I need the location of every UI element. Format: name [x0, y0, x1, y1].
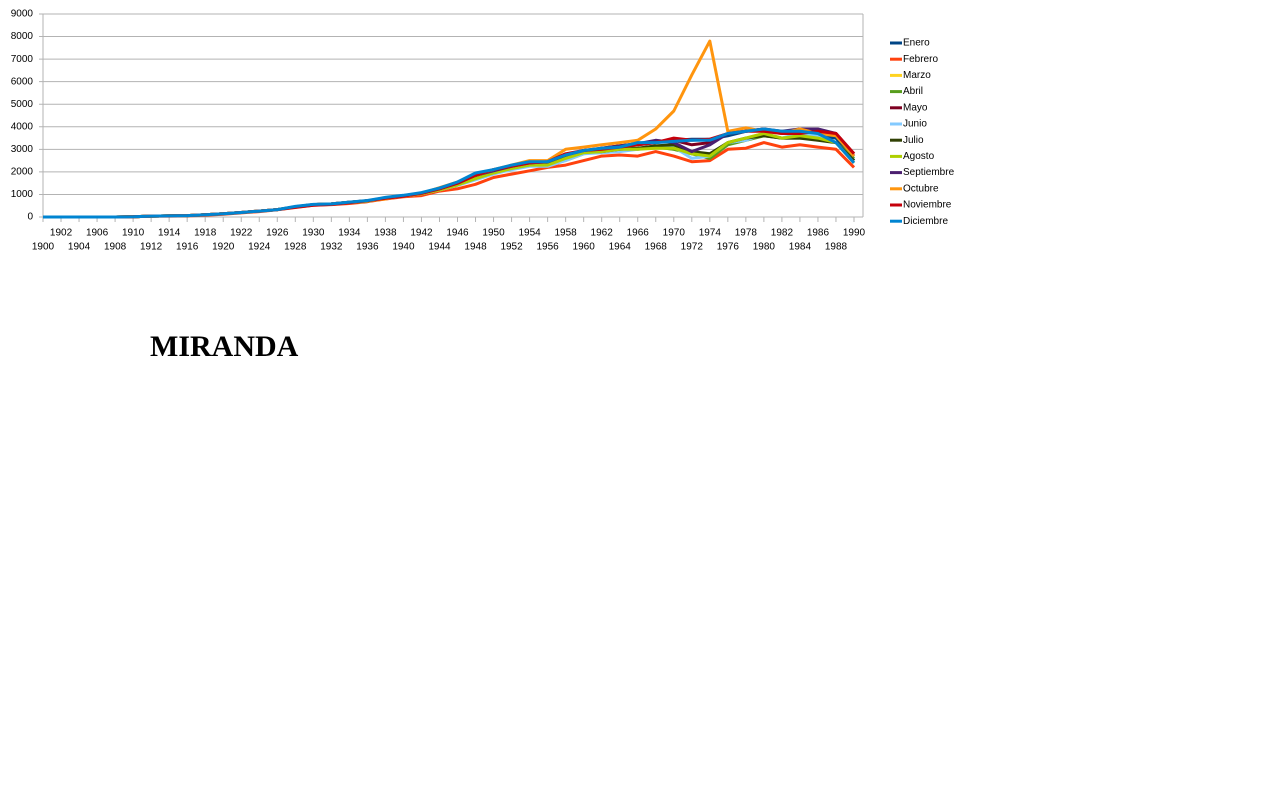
- legend-label: Marzo: [903, 70, 931, 81]
- series-line: [43, 132, 856, 219]
- series-line: [43, 127, 856, 219]
- x-tick-label: 1952: [500, 242, 523, 253]
- y-tick-label: 1000: [11, 189, 34, 200]
- x-tick-label: 1910: [122, 228, 145, 239]
- x-tick-label: 1960: [573, 242, 596, 253]
- x-tick-label: 1970: [663, 228, 686, 239]
- y-tick-label: 4000: [11, 121, 34, 132]
- y-tick-label: 2000: [11, 167, 34, 178]
- x-tick-label: 1934: [338, 228, 361, 239]
- x-tick-label: 1944: [428, 242, 451, 253]
- x-tick-label: 1980: [753, 242, 776, 253]
- x-tick-label: 1924: [248, 242, 271, 253]
- legend-label: Abril: [903, 86, 923, 97]
- x-tick-label: 1936: [356, 242, 379, 253]
- x-tick-label: 1954: [518, 228, 541, 239]
- x-tick-label: 1984: [789, 242, 812, 253]
- x-tick-label: 1914: [158, 228, 181, 239]
- x-tick-label: 1978: [735, 228, 758, 239]
- x-tick-label: 1956: [536, 242, 559, 253]
- x-tick-label: 1922: [230, 228, 253, 239]
- x-tick-label: 1928: [284, 242, 307, 253]
- legend-label: Febrero: [903, 54, 938, 65]
- x-tick-label: 1938: [374, 228, 397, 239]
- series-line: [43, 132, 856, 219]
- y-tick-label: 8000: [11, 31, 34, 42]
- x-tick-label: 1940: [392, 242, 415, 253]
- x-tick-label: 1982: [771, 228, 794, 239]
- legend-label: Junio: [903, 119, 927, 130]
- x-tick-label: 1948: [464, 242, 487, 253]
- x-tick-label: 1950: [482, 228, 505, 239]
- x-tick-label: 1930: [302, 228, 325, 239]
- legend-label: Julio: [903, 135, 924, 146]
- x-tick-label: 1942: [410, 228, 433, 239]
- legend-label: Octubre: [903, 183, 939, 194]
- x-tick-label: 1964: [609, 242, 632, 253]
- x-tick-label: 1912: [140, 242, 163, 253]
- x-tick-label: 1926: [266, 228, 289, 239]
- x-tick-label: 1966: [627, 228, 650, 239]
- y-tick-label: 6000: [11, 76, 34, 87]
- y-tick-label: 0: [27, 212, 33, 223]
- series-line: [43, 132, 856, 219]
- chart: 0 1000 2000 3000 4000 5000 6000 7000 8000 9000 190…: [11, 9, 955, 253]
- x-tick-label: 1908: [104, 242, 127, 253]
- y-tick-label: 3000: [11, 144, 34, 155]
- x-tick-label: 1974: [699, 228, 722, 239]
- x-tick-label: 1904: [68, 242, 91, 253]
- x-tick-label: 1920: [212, 242, 235, 253]
- legend-label: Diciembre: [903, 216, 948, 227]
- x-tick-label: 1900: [32, 242, 55, 253]
- legend-label: Agosto: [903, 151, 935, 162]
- x-tick-label: 1986: [807, 228, 830, 239]
- legend-label: Septiembre: [903, 167, 955, 178]
- x-tick-label: 1968: [645, 242, 668, 253]
- x-tick-label: 1902: [50, 228, 73, 239]
- y-tick-label: 9000: [11, 9, 34, 20]
- x-tick-label: 1906: [86, 228, 109, 239]
- legend-label: Enero: [903, 38, 930, 49]
- y-tick-label: 5000: [11, 99, 34, 110]
- x-tick-label: 1916: [176, 242, 199, 253]
- x-tick-label: 1932: [320, 242, 343, 253]
- x-tick-label: 1918: [194, 228, 217, 239]
- x-tick-label: 1988: [825, 242, 848, 253]
- x-tick-label: 1976: [717, 242, 740, 253]
- legend-label: Mayo: [903, 102, 928, 113]
- x-tick-label: 1990: [843, 228, 866, 239]
- x-tick-label: 1972: [681, 242, 704, 253]
- x-tick-label: 1962: [591, 228, 614, 239]
- x-tick-label: 1946: [446, 228, 469, 239]
- y-tick-label: 7000: [11, 54, 34, 65]
- series-line: [43, 141, 856, 219]
- x-tick-label: 1958: [555, 228, 578, 239]
- legend-label: Noviembre: [903, 200, 952, 211]
- chart-title: MIRANDA: [150, 330, 299, 363]
